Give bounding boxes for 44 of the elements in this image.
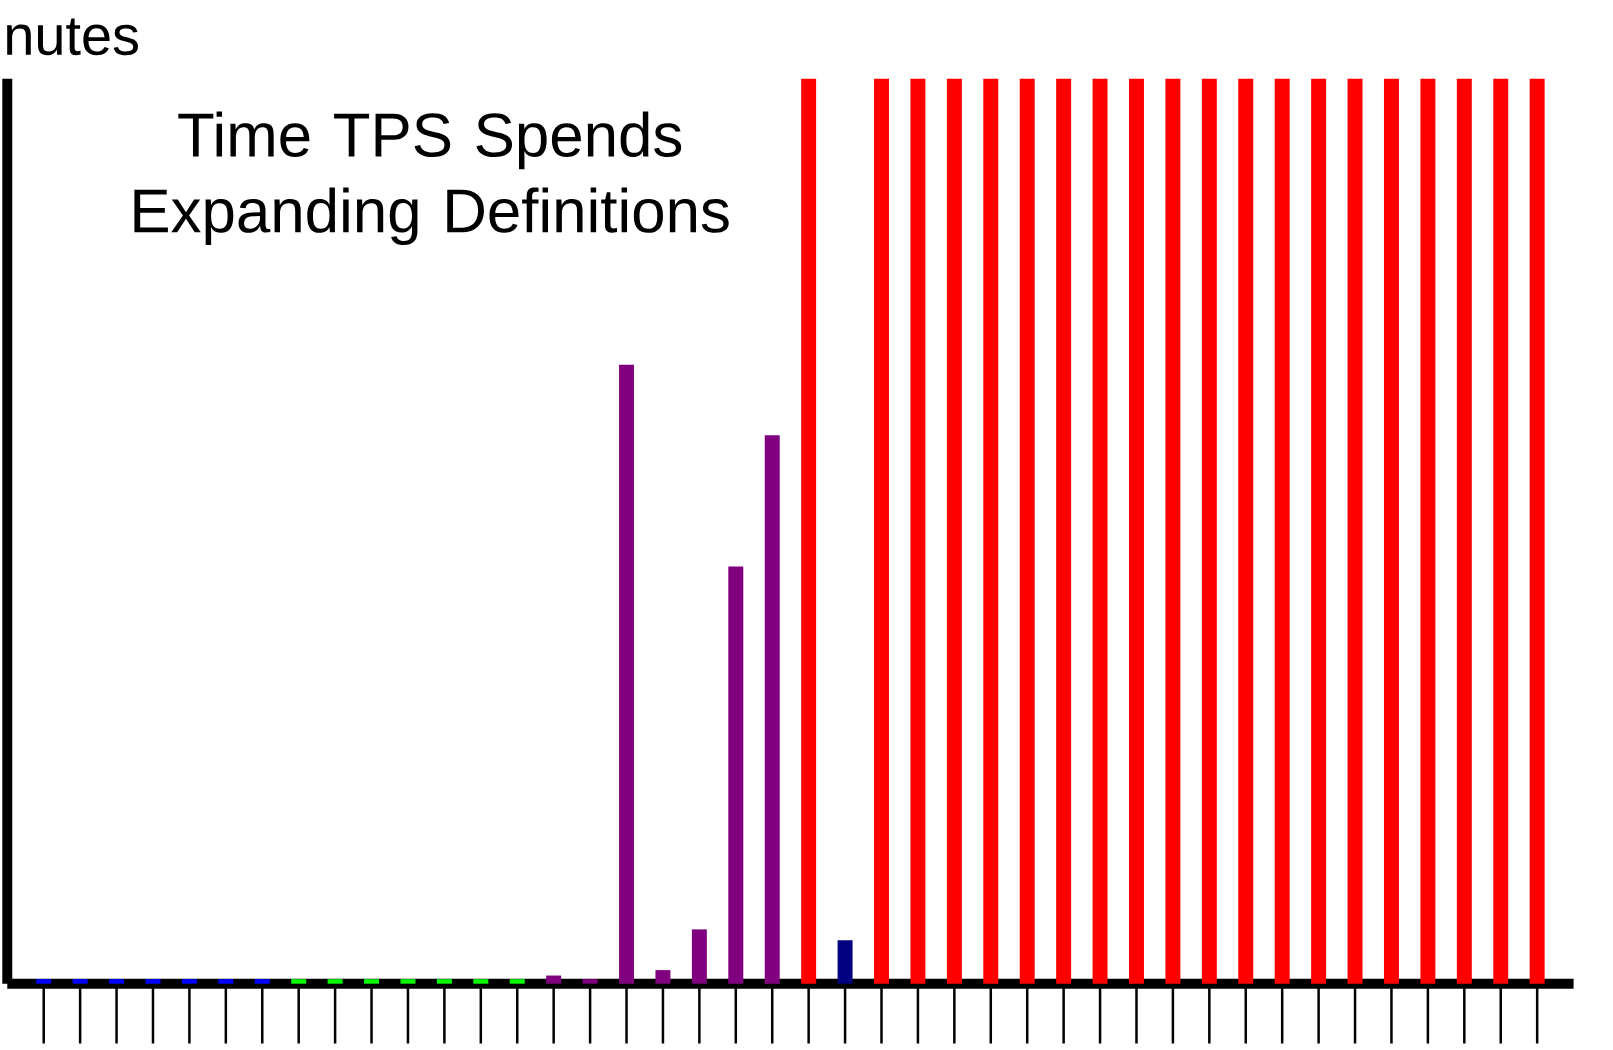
bar	[619, 364, 634, 984]
bar	[400, 978, 416, 984]
bar	[36, 978, 52, 984]
bar	[436, 978, 452, 984]
bar	[181, 978, 197, 984]
bar	[910, 78, 926, 984]
bar	[1311, 78, 1327, 984]
bar	[1420, 78, 1436, 984]
bar	[1529, 78, 1545, 984]
bar	[72, 978, 88, 984]
bar	[983, 78, 999, 984]
bar	[509, 978, 525, 984]
bar	[327, 978, 343, 984]
bar	[801, 78, 817, 984]
bar	[1383, 78, 1399, 984]
bar	[546, 975, 562, 984]
bar	[364, 978, 380, 984]
y-axis-title: nutes	[7, 18, 138, 56]
bar	[291, 978, 307, 984]
bar	[254, 978, 270, 984]
bar	[655, 969, 671, 984]
bar	[691, 929, 707, 984]
bar	[145, 978, 161, 984]
bar	[946, 78, 962, 984]
bar	[109, 978, 125, 984]
bar	[764, 435, 780, 984]
bar	[837, 940, 853, 984]
bar	[582, 978, 598, 984]
bar	[1129, 78, 1144, 984]
bar	[1347, 78, 1363, 984]
bar	[728, 566, 744, 984]
bar	[1456, 78, 1472, 984]
bar	[1493, 78, 1509, 984]
bar	[1165, 78, 1181, 984]
bar	[1274, 78, 1290, 984]
bar	[1092, 78, 1108, 984]
bar	[1238, 78, 1254, 984]
bar	[1201, 78, 1217, 984]
bar	[1019, 78, 1035, 984]
bar	[874, 78, 889, 984]
bar	[473, 978, 489, 984]
text: Time TPS Spends Expanding Definitions	[134, 111, 729, 245]
bar	[1056, 78, 1072, 984]
bar	[218, 978, 234, 984]
